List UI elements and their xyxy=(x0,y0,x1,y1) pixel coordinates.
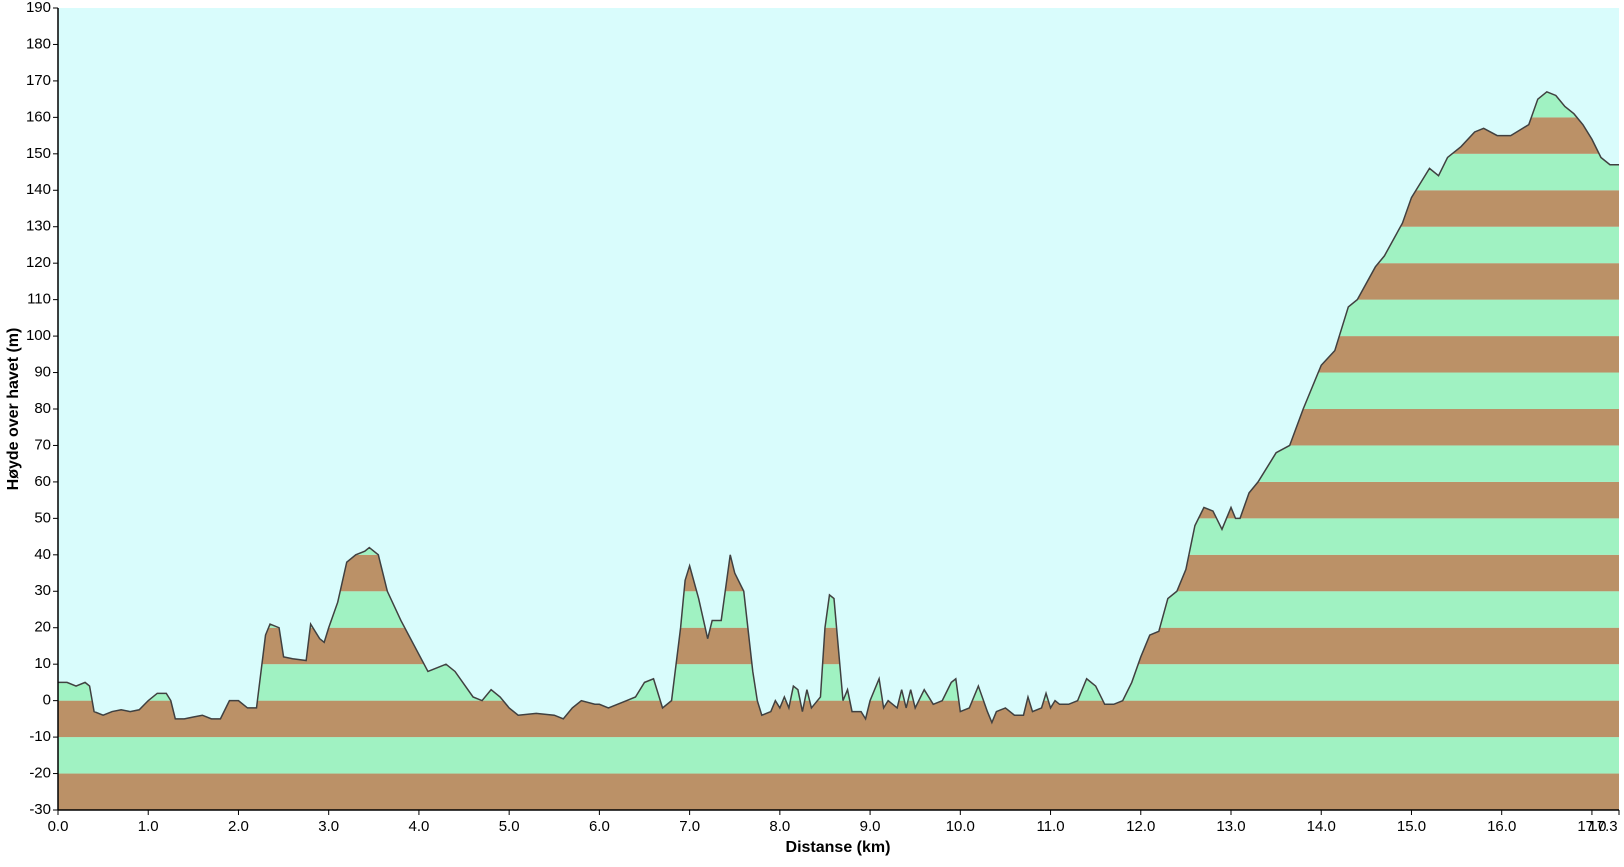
y-tick-label: 100 xyxy=(26,327,51,344)
x-tick-label: 17.3 xyxy=(1588,818,1617,835)
x-tick-label: 13.0 xyxy=(1216,818,1245,835)
y-tick-label: 130 xyxy=(26,218,51,235)
elevation-band xyxy=(58,664,1619,701)
x-tick-label: 2.0 xyxy=(228,818,249,835)
y-tick-label: 140 xyxy=(26,181,51,198)
y-tick-label: 80 xyxy=(34,400,51,417)
x-tick-label: 16.0 xyxy=(1487,818,1516,835)
elevation-band xyxy=(58,773,1619,810)
y-tick-label: -30 xyxy=(29,801,51,818)
x-tick-label: 6.0 xyxy=(589,818,610,835)
x-tick-label: 8.0 xyxy=(769,818,790,835)
x-tick-label: 14.0 xyxy=(1307,818,1336,835)
y-tick-label: 160 xyxy=(26,108,51,125)
elevation-line xyxy=(58,90,1619,725)
y-tick-label: 120 xyxy=(26,254,51,271)
y-tick-label: 150 xyxy=(26,145,51,162)
elevation-band xyxy=(58,700,1619,738)
y-tick-label: 50 xyxy=(34,509,51,526)
x-tick-label: 3.0 xyxy=(318,818,339,835)
y-tick-label: 180 xyxy=(26,35,51,52)
x-tick-label: 0.0 xyxy=(48,818,69,835)
y-tick-label: -20 xyxy=(29,765,51,782)
y-tick-label: 170 xyxy=(26,72,51,89)
x-tick-label: 5.0 xyxy=(499,818,520,835)
y-axis-label: Høyde over havet (m) xyxy=(5,328,22,491)
y-tick-label: 190 xyxy=(26,0,51,16)
y-tick-label: 70 xyxy=(34,436,51,453)
y-tick-label: -10 xyxy=(29,728,51,745)
x-tick-label: 1.0 xyxy=(138,818,159,835)
x-tick-label: 15.0 xyxy=(1397,818,1426,835)
x-tick-label: 17.0 xyxy=(1577,818,1606,835)
y-tick-label: 30 xyxy=(34,582,51,599)
x-tick-label: 9.0 xyxy=(860,818,881,835)
elevation-band xyxy=(58,737,1619,774)
y-tick-label: 20 xyxy=(34,619,51,636)
y-tick-label: 10 xyxy=(34,655,51,672)
y-tick-label: 40 xyxy=(34,546,51,563)
x-axis-label: Distanse (km) xyxy=(786,839,891,856)
y-tick-label: 60 xyxy=(34,473,51,490)
x-tick-label: 4.0 xyxy=(408,818,429,835)
y-tick-label: 0 xyxy=(43,692,51,709)
x-tick-label: 12.0 xyxy=(1126,818,1155,835)
x-tick-label: 10.0 xyxy=(946,818,975,835)
x-tick-label: 11.0 xyxy=(1036,818,1064,835)
x-tick-label: 7.0 xyxy=(679,818,700,835)
y-tick-label: 110 xyxy=(27,291,51,308)
y-tick-label: 90 xyxy=(34,364,51,381)
